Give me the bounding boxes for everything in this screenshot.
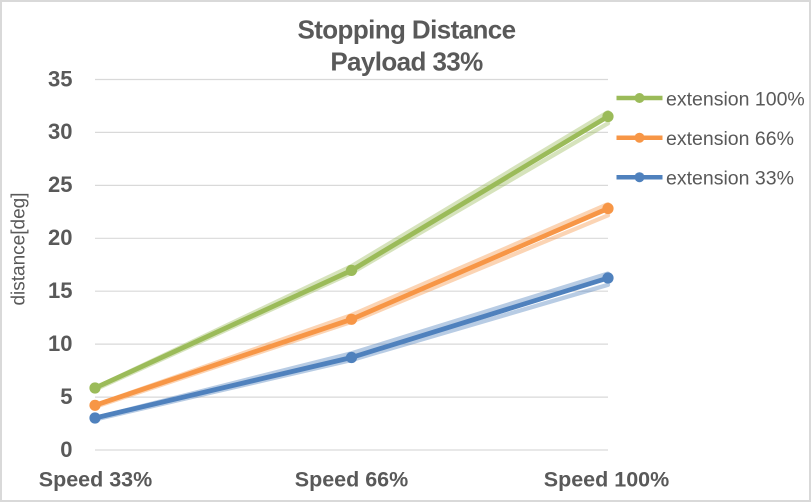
svg-text:35: 35 <box>48 66 72 91</box>
svg-text:20: 20 <box>48 225 72 250</box>
svg-text:0: 0 <box>60 437 72 462</box>
svg-text:distance[deg]: distance[deg] <box>9 192 30 305</box>
svg-text:Stopping Distance: Stopping Distance <box>297 14 515 44</box>
svg-text:Payload 33%: Payload 33% <box>330 47 483 77</box>
svg-text:Speed 100%: Speed 100% <box>544 468 669 492</box>
svg-text:15: 15 <box>48 278 72 303</box>
svg-text:5: 5 <box>60 384 72 409</box>
svg-text:extension 33%: extension 33% <box>666 168 794 190</box>
svg-text:25: 25 <box>48 172 72 197</box>
svg-text:10: 10 <box>48 331 72 356</box>
svg-text:30: 30 <box>48 119 72 144</box>
svg-text:Speed 33%: Speed 33% <box>39 468 153 492</box>
svg-text:Speed 66%: Speed 66% <box>295 468 409 492</box>
svg-text:extension 66%: extension 66% <box>666 128 794 150</box>
svg-text:extension 100%: extension 100% <box>666 89 805 111</box>
